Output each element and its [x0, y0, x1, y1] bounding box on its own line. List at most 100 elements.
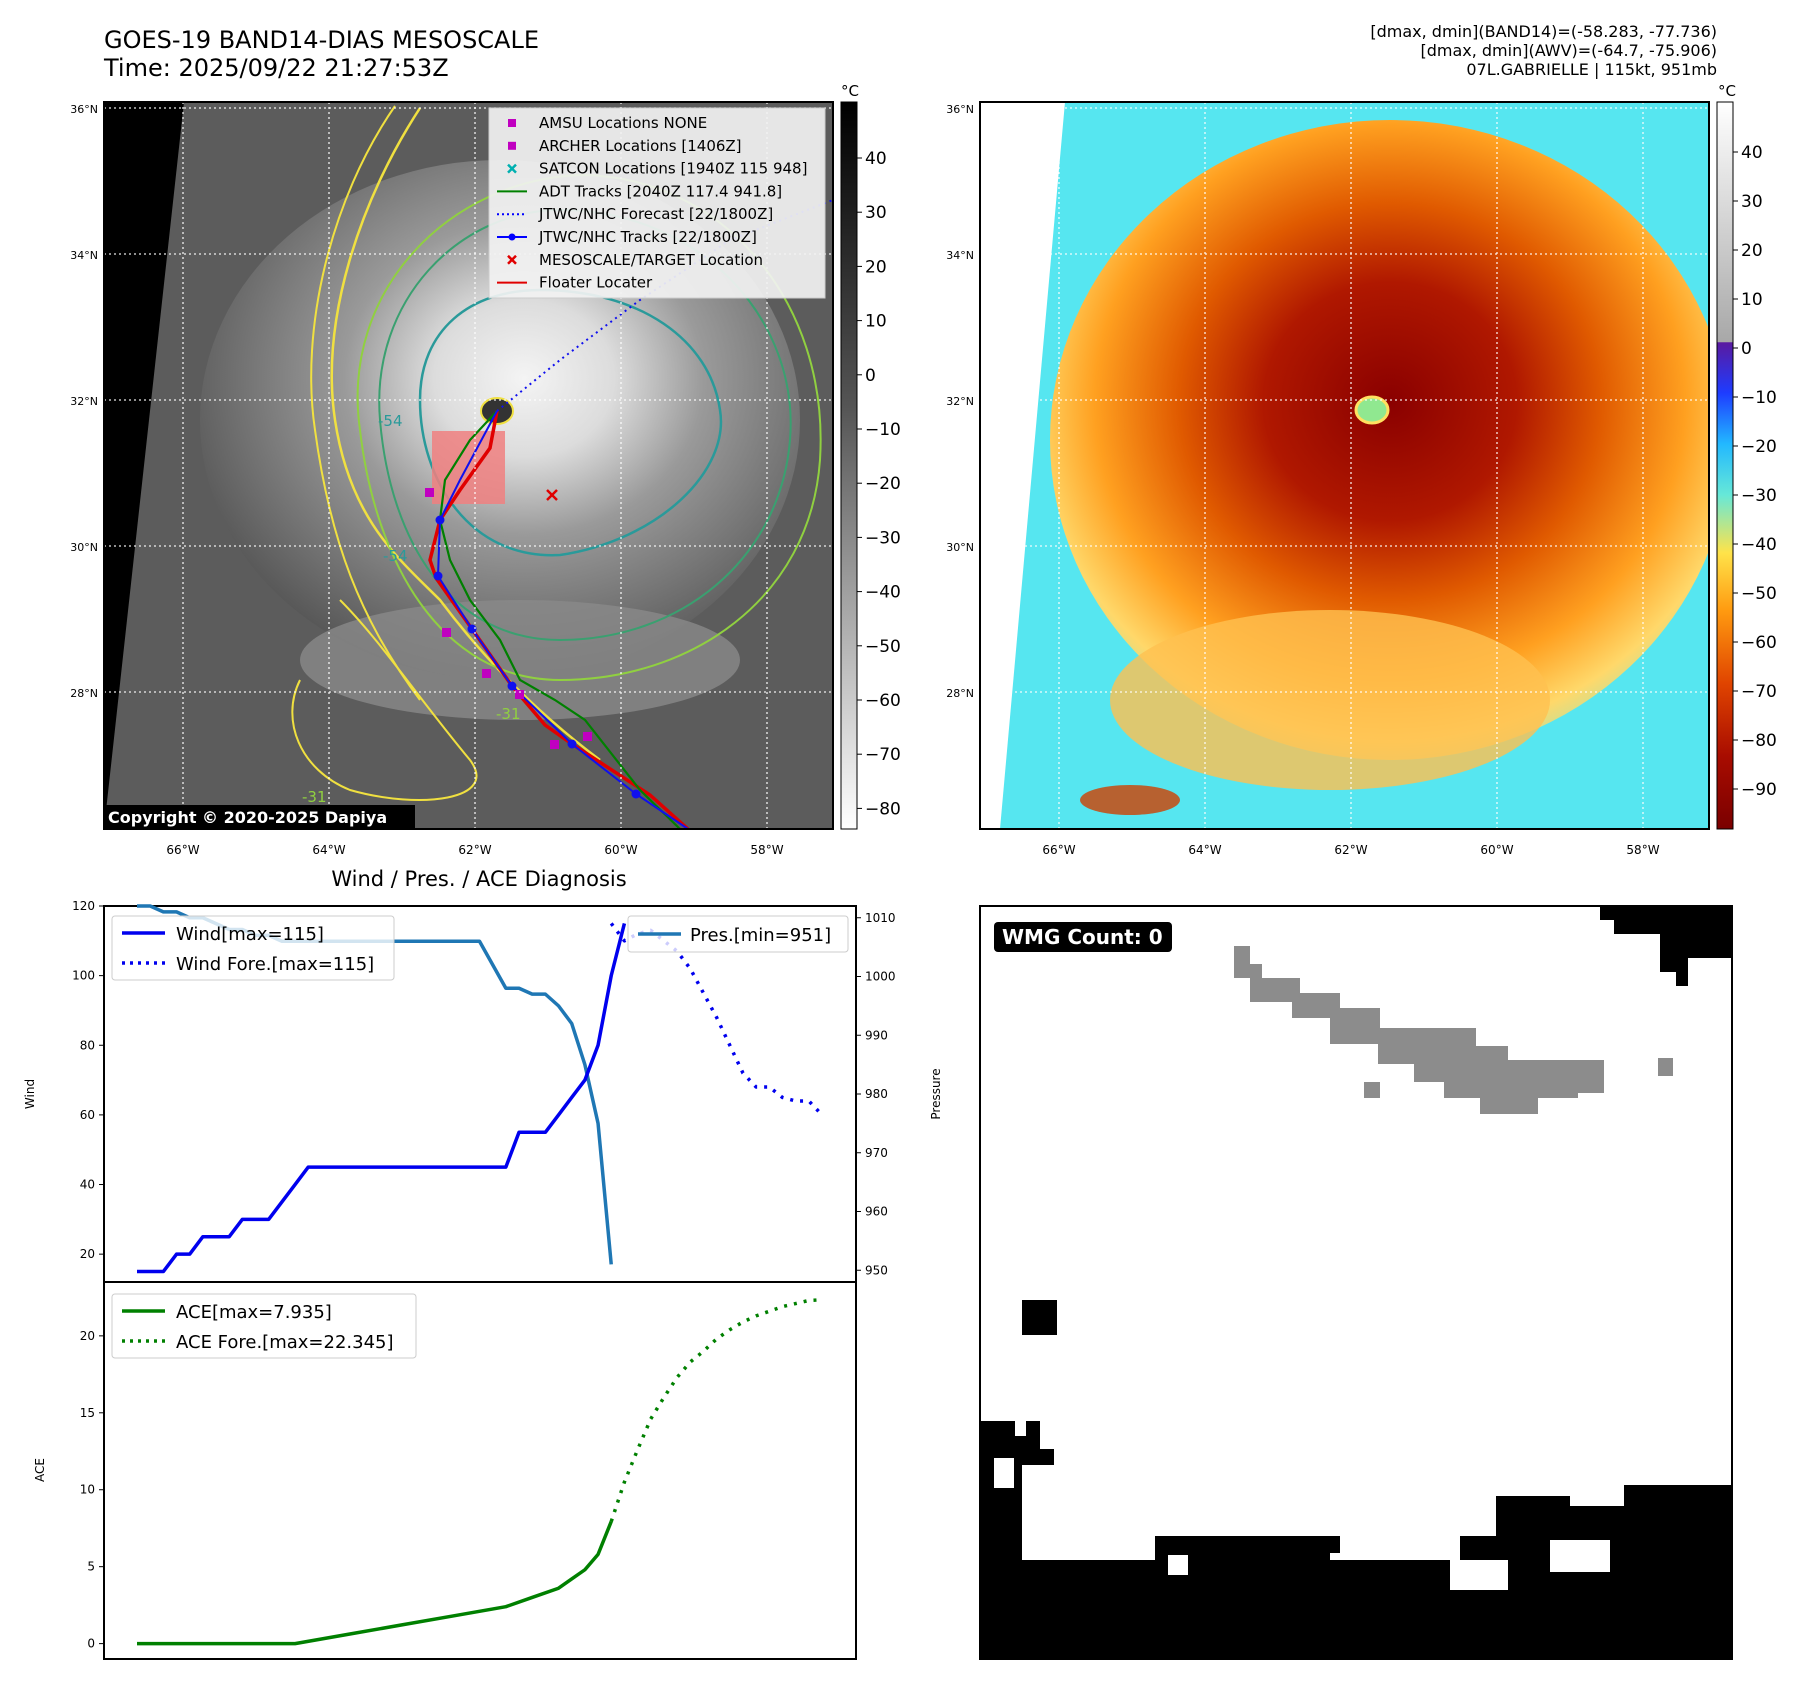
legend-label: Floater Locater: [539, 274, 653, 292]
copyright-text: Copyright © 2020-2025 Dapiya: [108, 808, 387, 827]
colorbar-tick-label: −50: [1741, 584, 1777, 604]
legend-ace-forecast-label: ACE Fore.[max=22.345]: [176, 1332, 394, 1353]
contour-teal-mid: [378, 208, 792, 642]
colorbar-tick-label: −20: [865, 474, 901, 494]
lat-tick-label: 36°N: [946, 103, 974, 116]
no-data-region: [980, 102, 1065, 829]
wmg-panel: WMG Count: 0: [979, 905, 1733, 1660]
pressure-legend: Pres.[min=951]: [627, 915, 849, 953]
legend-label: ARCHER Locations [1406Z]: [539, 137, 742, 155]
lat-tick-label: 30°N: [946, 541, 974, 554]
diagnosis-panel: Wind / Pres. / ACE Diagnosis 20 40 60 80 100…: [23, 867, 943, 1660]
legend-label: MESOSCALE/TARGET Location: [539, 251, 763, 269]
legend-label: JTWC/NHC Tracks [22/1800Z]: [538, 228, 757, 246]
y-tick-label: 80: [80, 1038, 95, 1052]
y-tick-label: 40: [80, 1178, 95, 1192]
y-tick-label: 100: [72, 969, 95, 983]
ace-legend: ACE[max=7.935] ACE Fore.[max=22.345]: [111, 1293, 417, 1359]
y-tick-label: 980: [865, 1087, 888, 1101]
storm-info: [dmax, dmin](BAND14)=(-58.283, -77.736) …: [1370, 22, 1717, 79]
title-line-1: GOES-19 BAND14-DIAS MESOSCALE: [104, 26, 540, 54]
y-tick-label: 1010: [865, 911, 896, 925]
lon-tick-label: 62°W: [458, 843, 491, 857]
map-frame-left: [103, 101, 834, 830]
ace-axes: [103, 1281, 857, 1660]
wmg-black-regions: [980, 906, 1732, 1659]
legend-marker: [508, 119, 516, 127]
lon-tick-label: 58°W: [1626, 843, 1659, 857]
target-location: [546, 489, 558, 501]
y-tick-label: 960: [865, 1205, 888, 1219]
colorbar-tick-label: −10: [865, 420, 901, 440]
info-line-3: 07L.GABRIELLE | 115kt, 951mb: [1466, 60, 1717, 79]
ace-y-ticks: 0 5 10 15 20: [80, 1329, 104, 1651]
y-tick-label: 20: [80, 1247, 95, 1261]
lon-tick-label: 66°W: [166, 843, 199, 857]
ace-axis-label: ACE: [33, 1458, 47, 1482]
no-data-region: [104, 102, 184, 829]
lon-ticks-left: 66°W 64°W 62°W 60°W 58°W: [166, 843, 783, 857]
y-tick-label: 950: [865, 1263, 888, 1277]
adt-track: [438, 410, 681, 829]
lon-tick-label: 58°W: [750, 843, 783, 857]
legend-pressure-label: Pres.[min=951]: [690, 925, 831, 946]
colorbar-tick-label: 30: [1741, 192, 1763, 212]
floater-track: [428, 410, 690, 829]
y-tick-label: 60: [80, 1108, 95, 1122]
lat-ticks-left: 36°N 34°N 32°N 30°N 28°N: [70, 103, 98, 700]
colorbar-tick-label: 20: [1741, 241, 1763, 261]
lon-tick-label: 60°W: [604, 843, 637, 857]
y-tick-label: 10: [80, 1483, 95, 1497]
contour-label: -31: [302, 788, 327, 806]
y-tick-label: 990: [865, 1028, 888, 1042]
colorbar-tick-label: −30: [1741, 486, 1777, 506]
y-tick-label: 15: [80, 1406, 95, 1420]
diagnosis-title: Wind / Pres. / ACE Diagnosis: [331, 867, 626, 891]
lat-tick-label: 32°N: [946, 395, 974, 408]
colorbar-tick-label: 0: [1741, 339, 1752, 359]
map-gridlines-right: [980, 102, 1709, 829]
colorbar-gray-ticks: 40 30 20 10 0 −10 −20 −30 −40 −50 −60 −70 −80: [857, 149, 901, 819]
jtwc-points: [433, 515, 641, 799]
colorbar-color: [1716, 101, 1734, 830]
copyright-box: [104, 805, 415, 829]
colorbar-tick-label: −40: [865, 583, 901, 603]
legend-label: SATCON Locations [1940Z 115 948]: [539, 160, 807, 178]
info-line-2: [dmax, dmin](AWV)=(-64.7, -75.906): [1420, 41, 1717, 60]
cloud-band: [300, 600, 740, 720]
colorbar-tick-label: 0: [865, 366, 876, 386]
map-legend: AMSU Locations NONE ARCHER Locations [140…: [488, 107, 826, 299]
y-tick-label: 20: [80, 1329, 95, 1343]
legend-marker: [507, 163, 517, 174]
y-tick-label: 120: [72, 899, 95, 913]
ir-grayscale-map: -54 -54 -31 -31 36°N 34°N 32°N 30°N 28°N 66°…: [70, 82, 901, 857]
lat-ticks-right: 36°N 34°N 32°N 30°N 28°N: [946, 103, 974, 700]
wmg-gray-regions: [1234, 946, 1673, 1114]
page-title: GOES-19 BAND14-DIAS MESOSCALE Time: 2025…: [104, 26, 539, 82]
lat-tick-label: 34°N: [70, 249, 98, 262]
lat-tick-label: 34°N: [946, 249, 974, 262]
cloud-shield: [1050, 120, 1709, 760]
lat-tick-label: 36°N: [70, 103, 98, 116]
lat-tick-label: 28°N: [946, 687, 974, 700]
contour-label: -54: [378, 412, 403, 430]
wmg-count-label: WMG Count: 0: [1002, 925, 1163, 949]
y-tick-label: 5: [87, 1560, 95, 1574]
lat-tick-label: 30°N: [70, 541, 98, 554]
legend-wind-forecast-label: Wind Fore.[max=115]: [176, 954, 374, 975]
map-frame-right: [979, 101, 1710, 830]
legend-box: [111, 1293, 417, 1359]
colorbar-tick-label: −80: [865, 799, 901, 819]
legend-marker: [507, 254, 517, 265]
lon-tick-label: 64°W: [1188, 843, 1221, 857]
eye: [1354, 395, 1390, 425]
archer-points: [425, 488, 592, 749]
lat-tick-label: 32°N: [70, 395, 98, 408]
contour-yellow-outer-2: [310, 105, 421, 701]
contour-label: -54: [383, 547, 408, 565]
lon-tick-label: 62°W: [1334, 843, 1367, 857]
legend-marker: [508, 141, 516, 150]
ace-line: [137, 1520, 613, 1646]
lon-tick-label: 64°W: [312, 843, 345, 857]
